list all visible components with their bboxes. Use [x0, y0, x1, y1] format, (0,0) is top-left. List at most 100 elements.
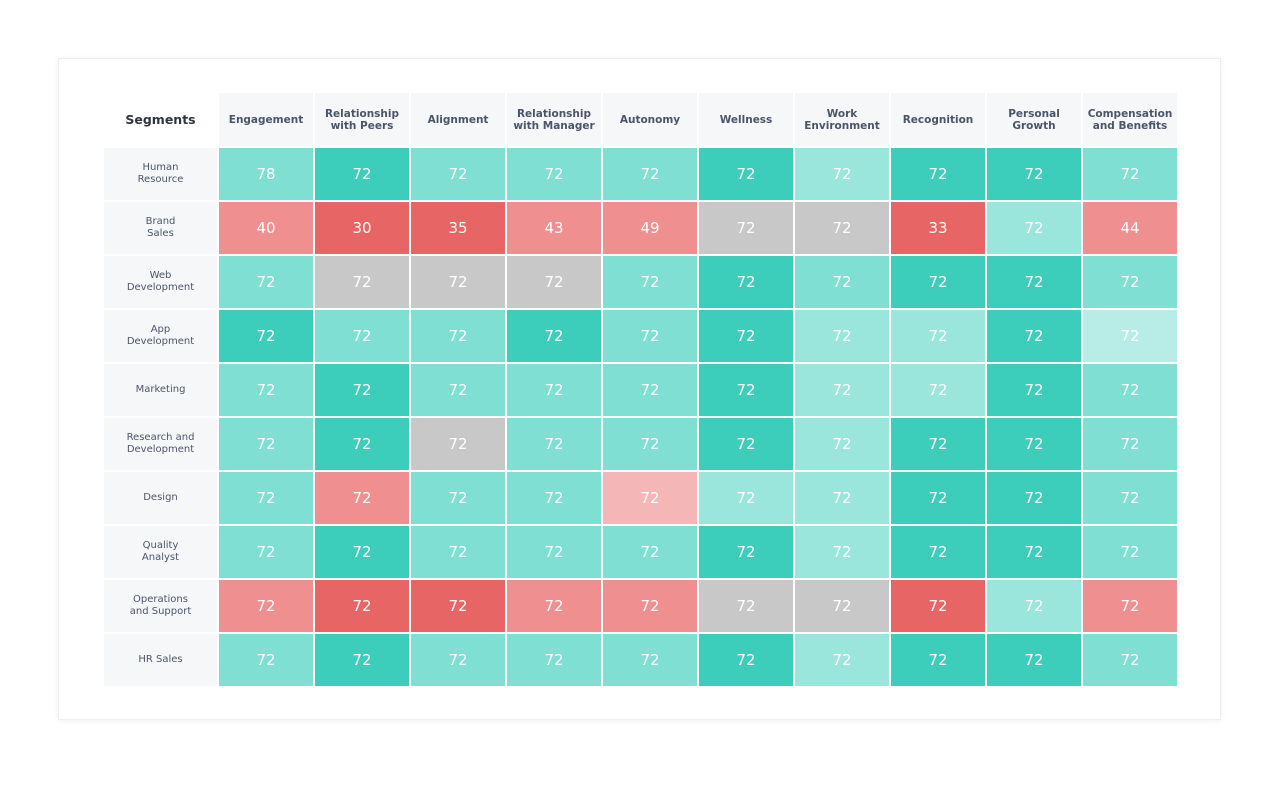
heatmap-cell: 72	[603, 526, 697, 578]
row-label: Brand Sales	[104, 202, 217, 254]
heatmap-cell: 43	[507, 202, 601, 254]
heatmap-cell: 72	[987, 148, 1081, 200]
heatmap-cell: 72	[699, 418, 793, 470]
heatmap-cell: 72	[1083, 580, 1177, 632]
heatmap-cell: 72	[315, 580, 409, 632]
heatmap-cell: 72	[315, 310, 409, 362]
heatmap-cell: 72	[987, 580, 1081, 632]
heatmap-cell: 72	[987, 634, 1081, 686]
heatmap-grid: Segments Engagement Relationship with Peer…	[104, 93, 1178, 688]
row-label: App Development	[104, 310, 217, 362]
row-label: HR Sales	[104, 634, 217, 686]
heatmap-cell: 72	[411, 526, 505, 578]
row-label: Operations and Support	[104, 580, 217, 632]
heatmap-cell: 72	[411, 634, 505, 686]
heatmap-cell: 72	[987, 256, 1081, 308]
heatmap-cell: 49	[603, 202, 697, 254]
heatmap-cell: 72	[699, 526, 793, 578]
heatmap-cell: 72	[795, 526, 889, 578]
column-header: Relationship with Manager	[507, 93, 601, 146]
heatmap-cell: 72	[315, 148, 409, 200]
heatmap-cell: 44	[1083, 202, 1177, 254]
column-header: Compensation and Benefits	[1083, 93, 1177, 146]
heatmap-cell: 72	[891, 418, 985, 470]
heatmap-cell: 72	[987, 364, 1081, 416]
heatmap-cell: 72	[219, 634, 313, 686]
heatmap-cell: 72	[603, 634, 697, 686]
heatmap-cell: 30	[315, 202, 409, 254]
column-header: Work Environment	[795, 93, 889, 146]
heatmap-cell: 72	[411, 418, 505, 470]
heatmap-cell: 72	[315, 526, 409, 578]
heatmap-cell: 72	[315, 418, 409, 470]
heatmap-cell: 72	[507, 148, 601, 200]
heatmap-cell: 72	[1083, 364, 1177, 416]
row-label: Marketing	[104, 364, 217, 416]
heatmap-cell: 72	[795, 634, 889, 686]
heatmap-cell: 72	[699, 472, 793, 524]
heatmap-cell: 72	[699, 202, 793, 254]
heatmap-cell: 72	[795, 310, 889, 362]
heatmap-cell: 72	[603, 310, 697, 362]
heatmap-cell: 72	[987, 418, 1081, 470]
heatmap-cell: 72	[987, 310, 1081, 362]
heatmap-cell: 72	[411, 310, 505, 362]
heatmap-cell: 72	[603, 418, 697, 470]
heatmap-cell: 72	[795, 148, 889, 200]
heatmap-cell: 72	[507, 256, 601, 308]
row-label: Web Development	[104, 256, 217, 308]
heatmap-cell: 72	[507, 634, 601, 686]
heatmap-cell: 72	[795, 364, 889, 416]
heatmap-cell: 72	[219, 256, 313, 308]
row-label: Quality Analyst	[104, 526, 217, 578]
heatmap-cell: 72	[603, 580, 697, 632]
heatmap-cell: 72	[1083, 418, 1177, 470]
heatmap-cell: 72	[891, 580, 985, 632]
heatmap-cell: 72	[507, 472, 601, 524]
heatmap-cell: 72	[315, 472, 409, 524]
heatmap-cell: 78	[219, 148, 313, 200]
column-header: Engagement	[219, 93, 313, 146]
heatmap-cell: 72	[219, 526, 313, 578]
heatmap-cell: 72	[699, 310, 793, 362]
heatmap-cell: 72	[987, 526, 1081, 578]
heatmap-cell: 72	[507, 526, 601, 578]
heatmap-cell: 72	[411, 580, 505, 632]
heatmap-cell: 72	[219, 310, 313, 362]
heatmap-cell: 72	[1083, 472, 1177, 524]
column-header: Autonomy	[603, 93, 697, 146]
heatmap-cell: 72	[603, 364, 697, 416]
heatmap-cell: 72	[795, 256, 889, 308]
heatmap-cell: 72	[1083, 526, 1177, 578]
heatmap-cell: 33	[891, 202, 985, 254]
heatmap-cell: 72	[891, 526, 985, 578]
heatmap-cell: 72	[891, 634, 985, 686]
column-header: Relationship with Peers	[315, 93, 409, 146]
heatmap-cell: 72	[891, 310, 985, 362]
column-header: Personal Growth	[987, 93, 1081, 146]
heatmap-cell: 72	[795, 202, 889, 254]
heatmap-cell: 72	[1083, 634, 1177, 686]
heatmap-cell: 72	[219, 418, 313, 470]
row-label: Research and Development	[104, 418, 217, 470]
heatmap-cell: 72	[699, 580, 793, 632]
heatmap-cell: 72	[507, 580, 601, 632]
heatmap-cell: 72	[891, 364, 985, 416]
heatmap-cell: 72	[891, 148, 985, 200]
column-header: Alignment	[411, 93, 505, 146]
heatmap-cell: 72	[411, 472, 505, 524]
heatmap-cell: 72	[699, 634, 793, 686]
heatmap-cell: 72	[315, 256, 409, 308]
heatmap-cell: 72	[1083, 310, 1177, 362]
column-header: Recognition	[891, 93, 985, 146]
heatmap-cell: 72	[699, 364, 793, 416]
heatmap-cell: 72	[507, 310, 601, 362]
heatmap-cell: 72	[795, 472, 889, 524]
heatmap-cell: 72	[891, 256, 985, 308]
segments-header: Segments	[104, 93, 217, 146]
heatmap-cell: 72	[795, 418, 889, 470]
heatmap-cell: 72	[699, 256, 793, 308]
heatmap-cell: 72	[1083, 148, 1177, 200]
row-label: Human Resource	[104, 148, 217, 200]
heatmap-cell: 72	[1083, 256, 1177, 308]
